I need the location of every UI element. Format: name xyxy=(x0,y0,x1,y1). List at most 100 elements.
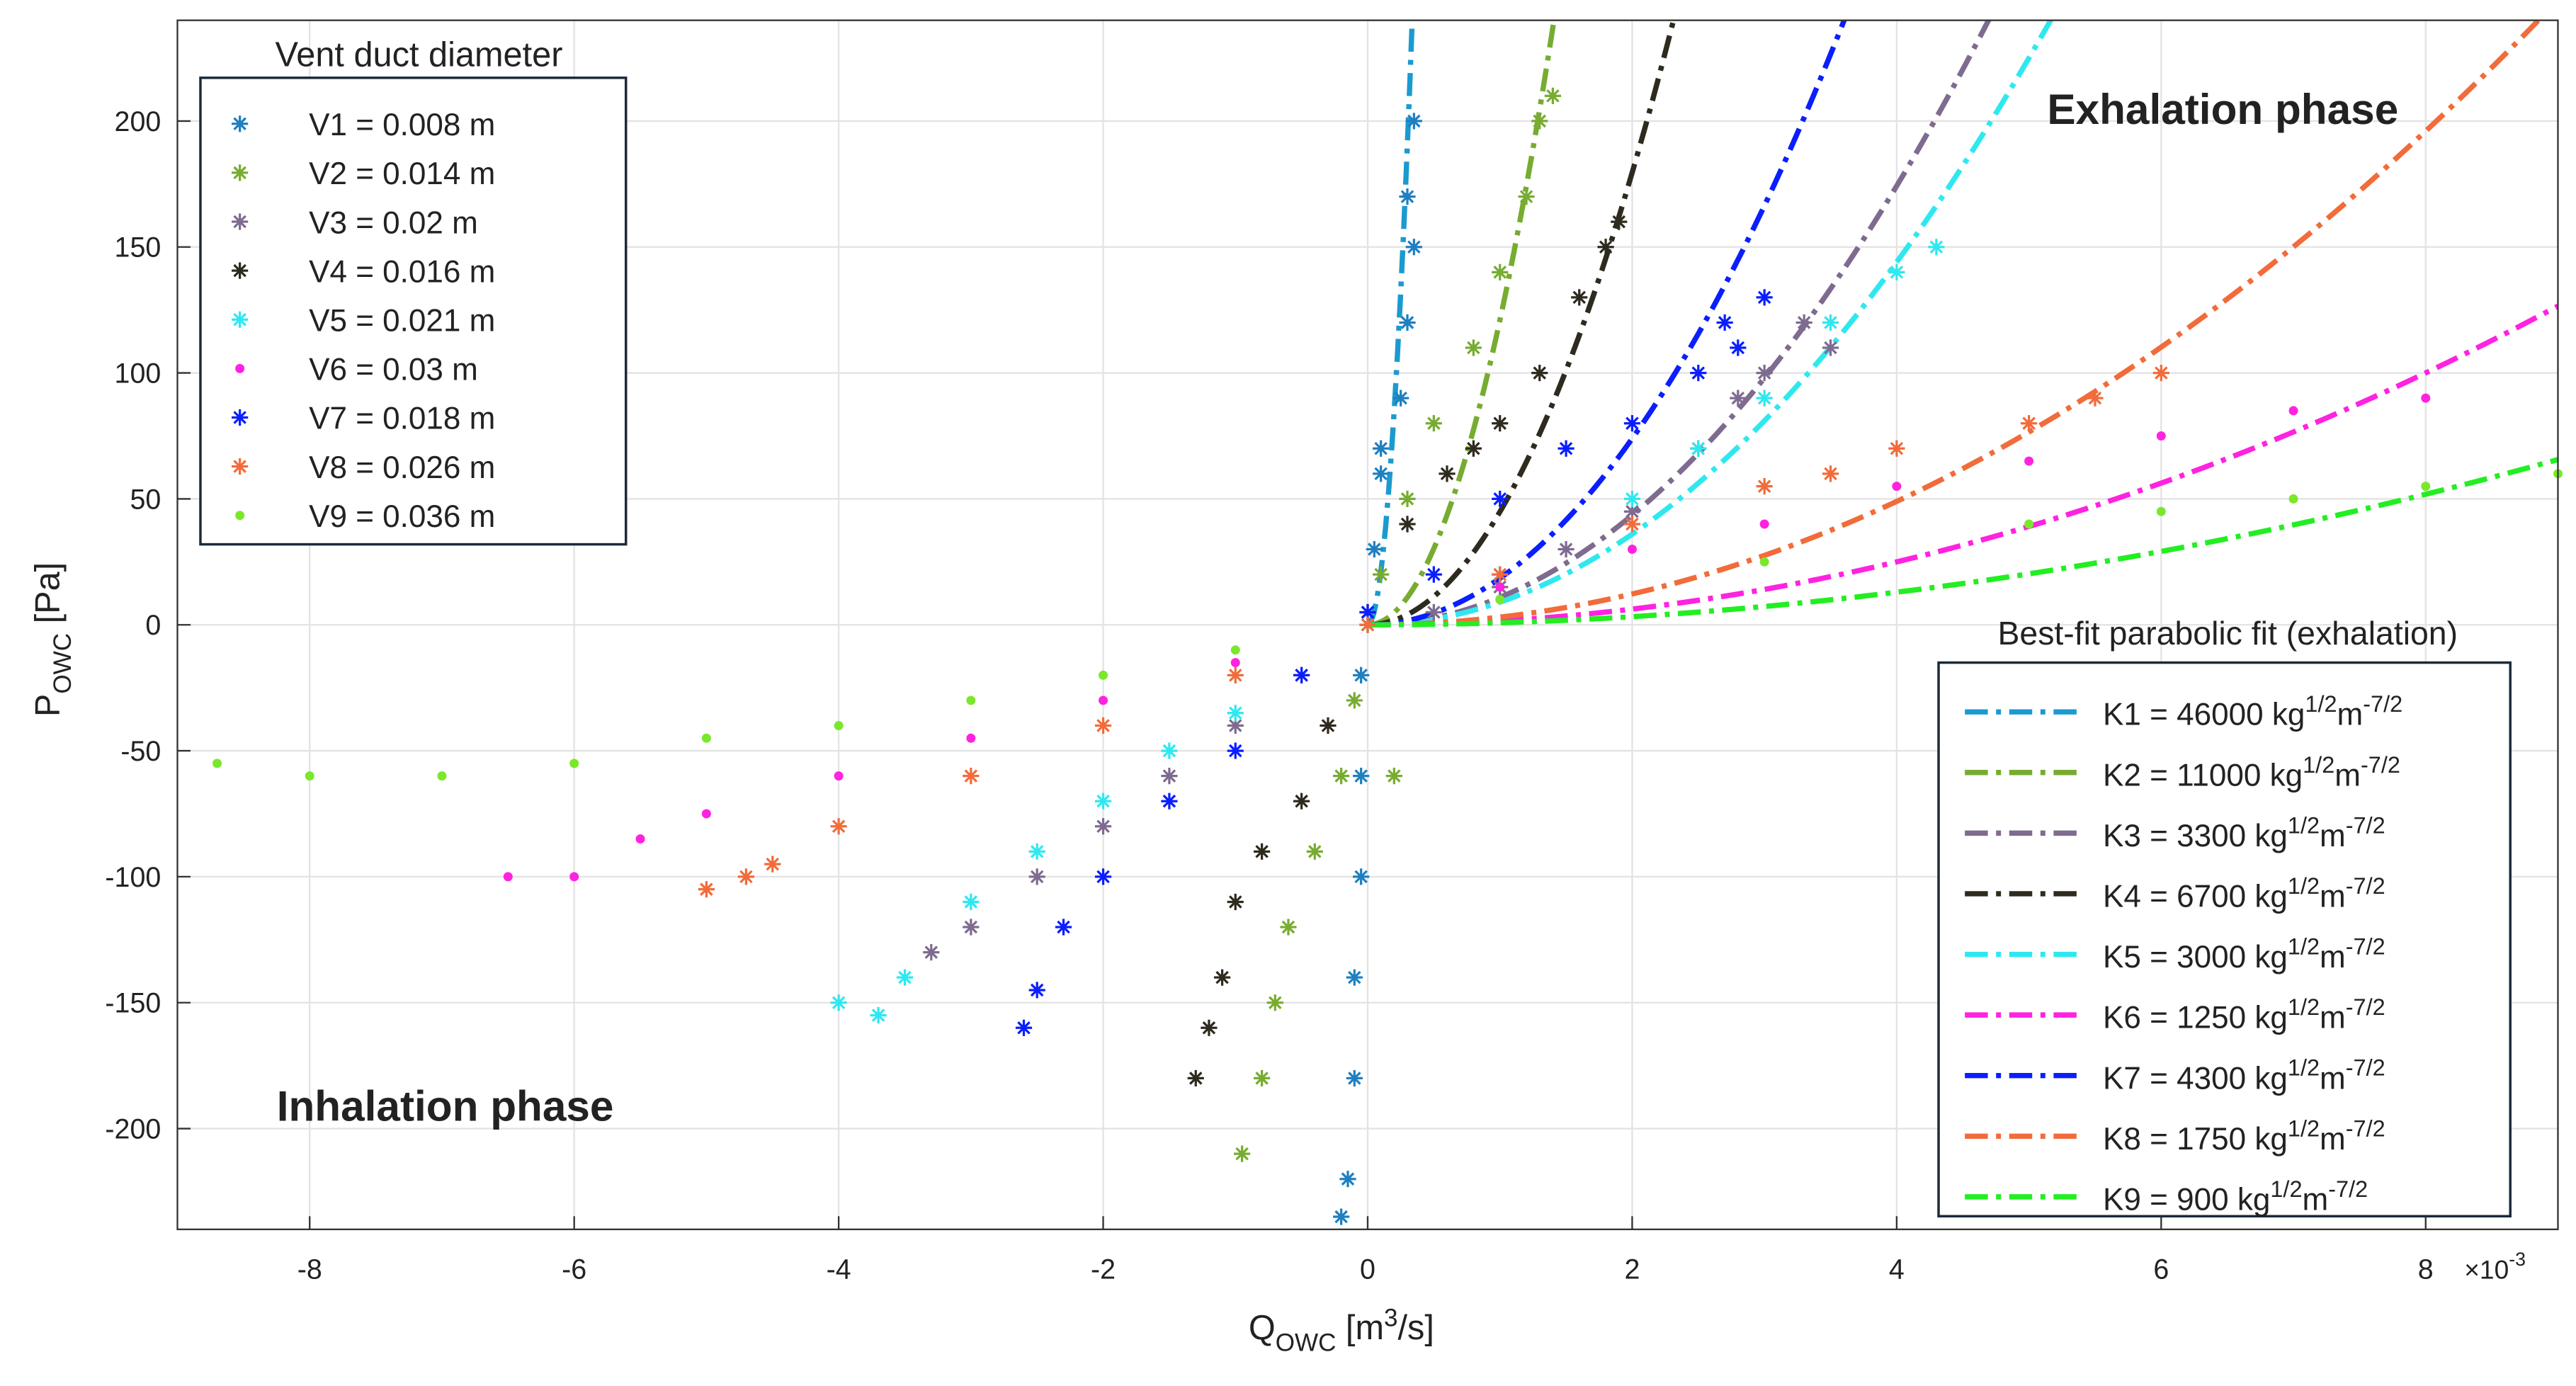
scatter-point xyxy=(1531,364,1548,382)
legend-marker xyxy=(232,262,249,279)
unit-sup: 1/2 xyxy=(2288,934,2320,960)
scatter-point xyxy=(1094,818,1112,835)
legend-label-name: K7 = 4300 kg xyxy=(2103,1061,2288,1096)
fit-curve xyxy=(1367,457,2558,627)
scatter-point xyxy=(698,881,715,898)
x-exponent-part: -3 xyxy=(2509,1249,2526,1270)
scatter-point xyxy=(1161,793,1178,810)
scatter-point xyxy=(834,721,844,730)
unit-sup: 1/2 xyxy=(2305,691,2337,717)
scatter-point xyxy=(830,818,847,835)
scatter-point xyxy=(1690,440,1707,457)
labels: -8 -6 -4 -2 0 2 4 6 8 -200 -150 -100 -50 0 50 100 150 200… xyxy=(29,36,2526,1357)
scatter-point xyxy=(437,771,447,781)
legend-label-name: K6 = 1250 kg xyxy=(2103,1001,2288,1035)
scatter-point xyxy=(2021,415,2038,432)
legend-box xyxy=(199,76,628,546)
plot-area xyxy=(212,20,2563,1225)
scatter-point xyxy=(1161,768,1178,785)
scatter-point xyxy=(830,994,847,1011)
scatter-point xyxy=(212,759,222,768)
scatter-point xyxy=(2421,482,2431,492)
scatter-point xyxy=(1492,566,1509,583)
scatter-point xyxy=(2024,456,2034,466)
scatter-point xyxy=(1544,87,1562,104)
unit-sup: -7/2 xyxy=(2346,812,2385,838)
scatter-point xyxy=(1822,339,1839,356)
y-tick-label: 150 xyxy=(115,232,161,263)
legend-marker xyxy=(232,164,249,181)
scatter-point xyxy=(1399,516,1416,533)
x-tick-label: 0 xyxy=(1360,1254,1375,1285)
legend-label: V1 = 0.008 m xyxy=(309,108,495,142)
scatter-point xyxy=(1094,717,1112,734)
scatter-point xyxy=(1339,1171,1356,1188)
scatter-point xyxy=(1399,314,1416,331)
legend-label: V5 = 0.021 m xyxy=(309,304,495,339)
x-tick-label: 8 xyxy=(2418,1254,2434,1285)
legend-label: K8 = 1750 kg1/2m-7/2 xyxy=(2103,1115,2385,1157)
scatter-point xyxy=(2087,390,2104,407)
scatter-point xyxy=(1227,705,1244,722)
scatter-point xyxy=(1730,339,1747,356)
legend-box xyxy=(1937,661,2512,1218)
scatter-point xyxy=(1759,519,1769,529)
scatter-point xyxy=(1392,390,1409,407)
scatter-point xyxy=(1492,490,1509,508)
scatter-point xyxy=(1756,478,1773,495)
scatter-point xyxy=(1366,540,1383,558)
unit-sup: 1/2 xyxy=(2303,752,2334,778)
scatter-point xyxy=(1822,314,1839,331)
legend-label: V7 = 0.018 m xyxy=(309,402,495,436)
scatter-point xyxy=(1373,465,1390,482)
unit-sup: 1/2 xyxy=(2270,1176,2302,1202)
scatter-point xyxy=(1230,658,1240,668)
x-tick-label: 4 xyxy=(1889,1254,1905,1285)
y-tick-label: -50 xyxy=(120,736,161,767)
legend-label-name: K8 = 1750 kg xyxy=(2103,1122,2288,1157)
unit-sup: -7/2 xyxy=(2328,1176,2368,1202)
scatter-point xyxy=(2421,393,2431,403)
scatter-point xyxy=(1492,263,1509,280)
scatter-point xyxy=(1405,239,1422,256)
legend-marker xyxy=(235,511,245,521)
legend-label: K7 = 4300 kg1/2m-7/2 xyxy=(2103,1055,2385,1096)
scatter-point xyxy=(764,856,781,873)
scatter-point xyxy=(1346,692,1363,709)
x-axis-label-part: OWC xyxy=(1276,1329,1337,1356)
scatter-point xyxy=(1571,289,1588,306)
y-axis-label-part: P xyxy=(29,694,67,717)
unit-sup: -7/2 xyxy=(2346,994,2385,1020)
legend-marker xyxy=(232,311,249,328)
scatter-point xyxy=(2156,431,2166,441)
scatter-point xyxy=(1187,1069,1204,1087)
unit: m xyxy=(2320,940,2346,975)
scatter-point xyxy=(1623,503,1641,520)
scatter-point xyxy=(737,868,755,885)
scatter-point xyxy=(1465,339,1482,356)
x-axis-label-part: /s] xyxy=(1398,1309,1434,1347)
scatter-point xyxy=(1822,465,1839,482)
scatter-point xyxy=(1425,415,1442,432)
legend-label: K2 = 11000 kg1/2m-7/2 xyxy=(2103,752,2400,793)
scatter-point xyxy=(966,695,976,705)
scatter-point xyxy=(569,759,579,768)
scatter-point xyxy=(1399,490,1416,508)
y-tick-label: -200 xyxy=(105,1113,161,1144)
scatter-point xyxy=(1333,1208,1350,1225)
x-tick-label: -2 xyxy=(1091,1254,1116,1285)
scatter-point xyxy=(963,893,980,911)
x-exponent-part: ×10 xyxy=(2464,1254,2509,1284)
unit-sup: -7/2 xyxy=(2361,752,2400,778)
legend-marker xyxy=(235,363,245,373)
y-tick-label: 50 xyxy=(130,484,161,515)
scatter-point xyxy=(1373,566,1390,583)
unit-sup: -7/2 xyxy=(2346,934,2385,960)
scatter-point xyxy=(1346,969,1363,986)
y-axis-label: POWC [Pa] xyxy=(29,562,76,717)
scatter-point xyxy=(1623,490,1641,508)
unit: m xyxy=(2334,758,2361,793)
scatter-point xyxy=(963,919,980,936)
scatter-point xyxy=(1359,616,1376,633)
